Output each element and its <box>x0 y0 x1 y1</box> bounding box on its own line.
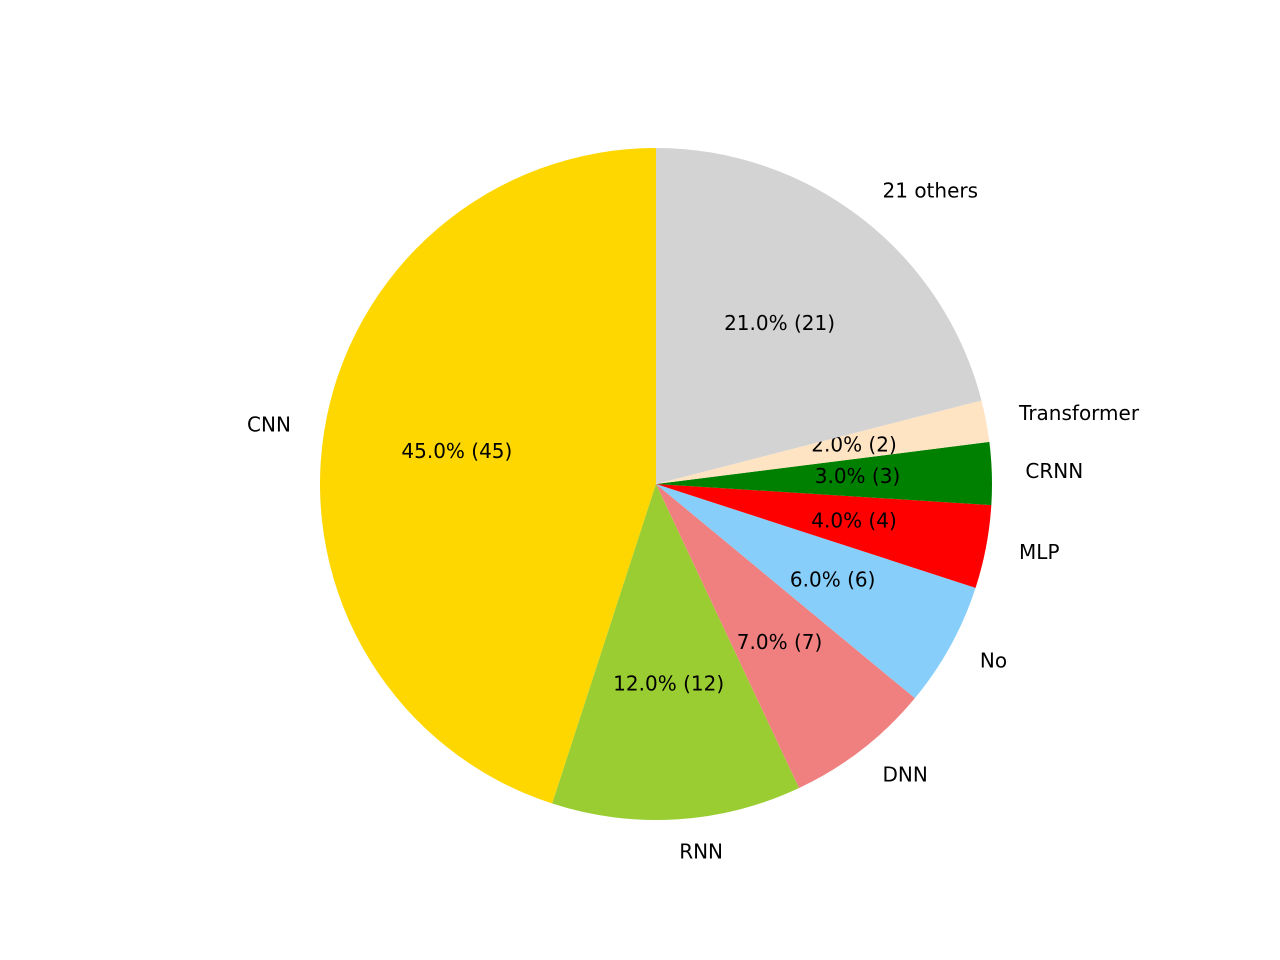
value-label: 4.0% (4) <box>811 508 897 532</box>
slice-label: CNN <box>247 413 291 437</box>
pie-slice <box>320 148 656 804</box>
pie-slice <box>656 484 976 699</box>
slice-label: DNN <box>883 763 928 787</box>
value-label: 3.0% (3) <box>815 464 901 488</box>
pie-slice <box>656 400 990 484</box>
value-label: 7.0% (7) <box>737 630 823 654</box>
slice-label: No <box>980 649 1007 673</box>
value-label: 6.0% (6) <box>790 568 876 592</box>
slice-label: MLP <box>1019 540 1059 564</box>
pie-slice <box>552 484 800 820</box>
pie-slice <box>656 484 915 789</box>
slice-label: 21 others <box>883 178 979 202</box>
slice-label: RNN <box>679 839 723 863</box>
value-label: 45.0% (45) <box>401 439 512 463</box>
pie-slice <box>656 441 992 506</box>
pie-slice <box>656 148 982 484</box>
slice-label: Transformer <box>1018 401 1140 425</box>
value-label: 12.0% (12) <box>613 672 724 696</box>
value-label: 21.0% (21) <box>724 311 835 335</box>
slice-label: CRNN <box>1025 459 1083 483</box>
pie-slice <box>656 484 992 588</box>
